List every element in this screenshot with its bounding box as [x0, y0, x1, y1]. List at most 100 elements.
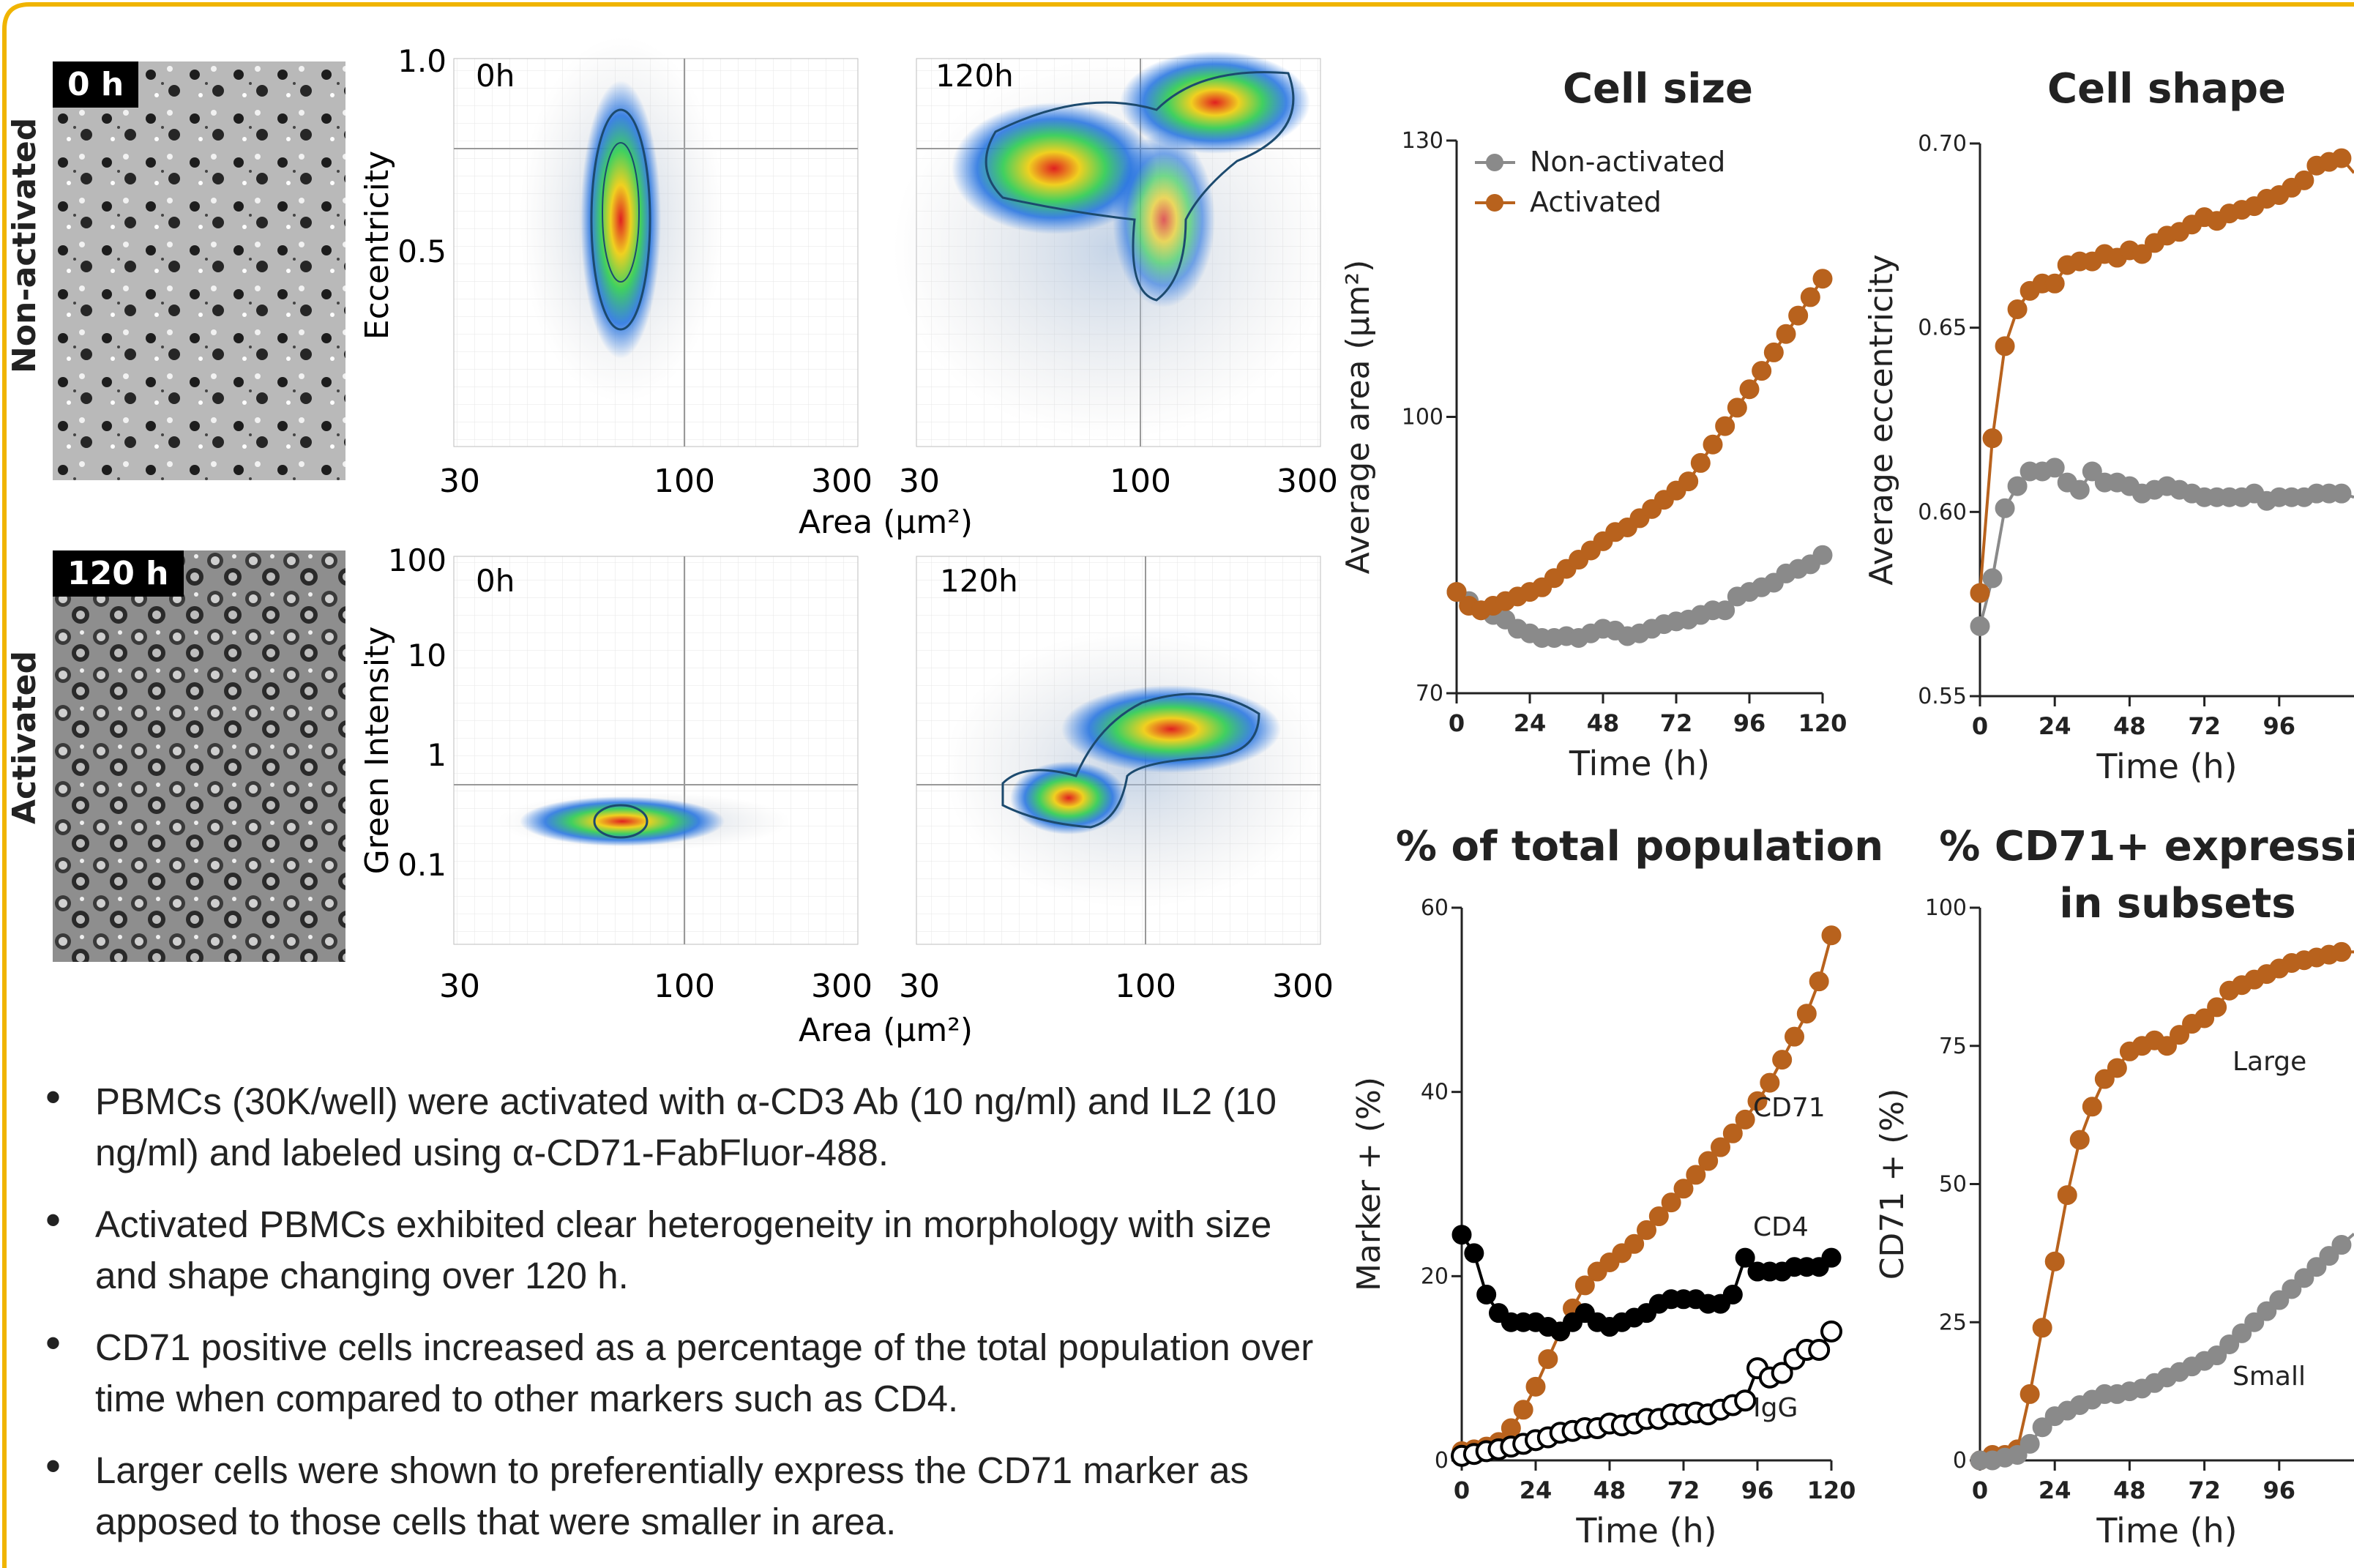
data-point	[1808, 1339, 1831, 1361]
data-point	[1525, 1376, 1546, 1397]
data-point	[1820, 1320, 1842, 1343]
y-tick-label: 0.65	[1918, 316, 1967, 341]
finding-item: PBMCs (30K/well) were activated with α-C…	[37, 1072, 1325, 1179]
data-point	[2331, 1235, 2352, 1255]
data-point	[2207, 997, 2227, 1018]
legend-marker	[1486, 154, 1503, 171]
data-point	[1703, 434, 1723, 455]
data-point	[1673, 1179, 1694, 1199]
legend-marker	[1486, 194, 1503, 212]
x-tick-label: 0	[1454, 1476, 1470, 1504]
data-point	[2057, 1185, 2077, 1206]
ytick: 0.1	[397, 847, 446, 883]
data-point	[1760, 1072, 1780, 1093]
data-point	[2282, 1279, 2302, 1299]
panel-label: 0h	[476, 563, 515, 599]
data-point	[2257, 1301, 2277, 1321]
xtick: 100	[654, 968, 715, 1005]
y-tick-label: 0.70	[1918, 131, 1967, 157]
x-axis-label: Time (h)	[1575, 1511, 1716, 1550]
data-point	[1788, 305, 1809, 326]
data-point	[2044, 1251, 2065, 1272]
density-scatter-panels: 0h 120h 1.0 0.5 Eccentricity 30 100 300 …	[359, 37, 1338, 1049]
chart-cd71-subsets: % CD71+ expression in subsets 0 25 50 75 100 0 2…	[1874, 823, 2354, 1550]
xtick: 300	[811, 463, 873, 500]
data-point	[1464, 1243, 1484, 1263]
data-point	[1970, 616, 1990, 636]
data-point	[2044, 458, 2065, 478]
scatter-green-intensity-120h: 120h	[916, 556, 1325, 945]
x-tick-label: 72	[2188, 712, 2221, 740]
finding-item: Activated PBMCs exhibited clear heteroge…	[37, 1195, 1325, 1302]
data-point	[2019, 1433, 2040, 1454]
xtick: 100	[1110, 463, 1171, 500]
y-tick-label: 70	[1416, 681, 1443, 706]
data-point	[1772, 1050, 1793, 1070]
data-point	[1796, 1004, 1817, 1024]
ytick: 0.5	[397, 234, 446, 269]
chart-total-population: % of total population 0 20 40 60 0 24 48 72 96 120…	[1350, 823, 1883, 1550]
series-line-Activated	[1979, 156, 2354, 594]
data-point	[2294, 1268, 2314, 1288]
data-point	[1476, 1285, 1497, 1304]
data-point	[1812, 545, 1833, 565]
y-axis-label: Green Intensity	[359, 627, 396, 875]
scatter-eccentricity-120h: 120h	[893, 51, 1332, 447]
data-point	[1747, 1091, 1768, 1111]
ytick: 1.0	[397, 43, 446, 79]
y-tick-label: 100	[1402, 405, 1443, 430]
data-point	[1752, 361, 1772, 381]
x-tick-label: 24	[2039, 1476, 2071, 1504]
data-point	[1800, 287, 1820, 307]
finding-item: CD71 positive cells increased as a perce…	[37, 1318, 1325, 1425]
data-point	[1678, 471, 1699, 492]
x-axis-label: Area (μm²)	[799, 1012, 973, 1049]
x-tick-label: 24	[1520, 1476, 1552, 1504]
data-point	[1982, 428, 2003, 449]
data-point	[1821, 1247, 1842, 1268]
y-tick-label: 0	[1435, 1448, 1449, 1474]
data-point	[1446, 582, 1467, 602]
data-point	[1734, 1389, 1757, 1412]
data-point	[1624, 1233, 1645, 1254]
data-point	[2331, 483, 2352, 504]
chart-title: % of total population	[1396, 823, 1883, 870]
x-tick-label: 0	[1972, 712, 1988, 740]
data-point	[1690, 452, 1711, 473]
xtick: 300	[1272, 968, 1334, 1005]
xtick: 100	[1115, 968, 1176, 1005]
data-point	[1763, 342, 1784, 362]
x-tick-label: 72	[1667, 1476, 1700, 1504]
x-axis-label: Time (h)	[1569, 744, 1710, 783]
data-point	[1538, 1349, 1558, 1370]
chart-title: % CD71+ expression	[1939, 823, 2354, 870]
ytick: 1	[427, 737, 446, 773]
x-axis-label: Area (μm²)	[799, 504, 973, 541]
x-axis-label: Time (h)	[2096, 747, 2237, 786]
data-point	[2107, 1058, 2127, 1078]
data-point	[1715, 416, 1735, 436]
xtick: 30	[439, 463, 480, 500]
series-label: Large	[2232, 1047, 2306, 1077]
chart-cell-shape: Cell shape 0.55 0.60 0.65 0.70 0 24 48 72 96 Time …	[1863, 65, 2354, 786]
data-point	[2069, 1130, 2090, 1150]
y-axis-label: Average area (μm²)	[1339, 260, 1377, 575]
chart-title: Cell shape	[2047, 65, 2286, 113]
y-tick-label: 0.60	[1918, 499, 1967, 525]
data-point	[1574, 1275, 1595, 1296]
xtick: 100	[654, 463, 715, 500]
xtick: 30	[899, 968, 940, 1005]
x-tick-label: 96	[1733, 709, 1766, 737]
x-tick-label: 96	[2263, 1476, 2296, 1504]
micrograph-120h-image	[53, 550, 345, 962]
micrograph-time-tag: 120 h	[53, 550, 184, 597]
data-point	[1513, 1400, 1533, 1420]
data-point	[2207, 1345, 2227, 1366]
scatter-green-intensity-0h: 0h	[453, 556, 859, 945]
data-point	[2007, 299, 2028, 319]
data-point	[1648, 1206, 1669, 1227]
data-point	[1698, 1151, 1719, 1171]
y-axis-label: Marker + (%)	[1350, 1077, 1388, 1291]
y-tick-label: 40	[1421, 1080, 1449, 1105]
